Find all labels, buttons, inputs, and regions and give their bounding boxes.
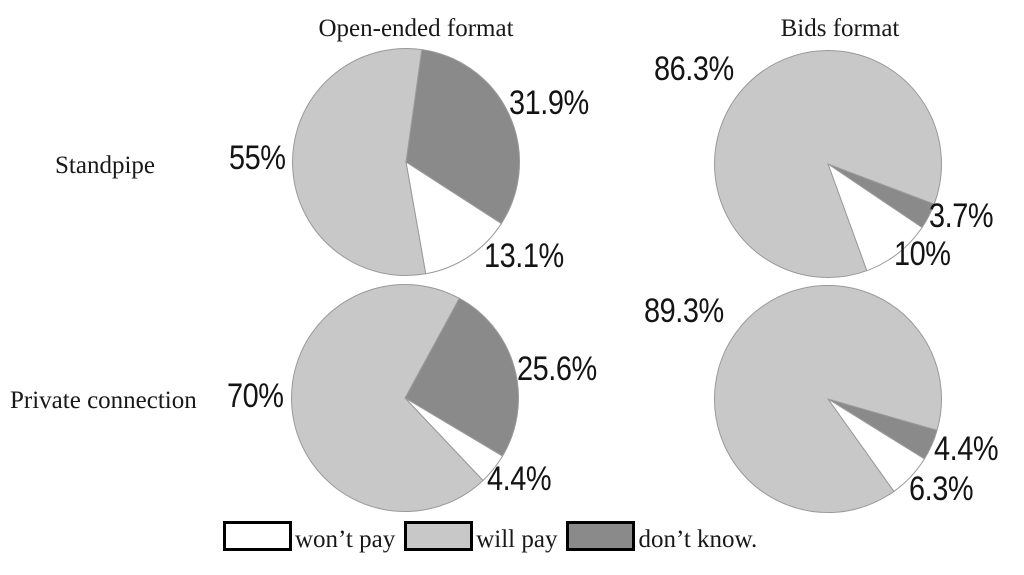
legend-swatch-dont-know — [566, 521, 636, 551]
legend-label-will-pay: will pay — [476, 526, 558, 554]
pie-slice — [291, 284, 484, 512]
pie-private-bids — [713, 284, 943, 514]
pie-slice — [827, 162, 923, 272]
slice-label-will-pay: 89.3% — [644, 292, 724, 330]
slice-label-wont-pay: 6.3% — [909, 470, 974, 508]
slice-label-dont-know: 3.7% — [929, 197, 994, 235]
slice-label-will-pay: 70% — [227, 377, 284, 415]
slice-label-dont-know: 31.9% — [509, 84, 589, 122]
row-label-private-connection: Private connection — [10, 387, 197, 414]
column-title-bids: Bids format — [780, 15, 900, 42]
pie-slice — [404, 297, 519, 457]
pie-private-open-ended — [290, 283, 520, 513]
pie-slice — [292, 48, 427, 276]
legend-label-dont-know: don’t know. — [638, 526, 758, 554]
pie-slice — [713, 285, 942, 514]
pie-slice — [405, 160, 503, 275]
row-label-standpipe: Standpipe — [55, 152, 155, 179]
legend-label-wont-pay: won’t pay — [295, 526, 396, 554]
slice-label-will-pay: 86.3% — [654, 50, 734, 88]
slice-label-will-pay: 55% — [229, 139, 286, 177]
slice-label-wont-pay: 10% — [894, 235, 951, 273]
slice-label-wont-pay: 4.4% — [487, 460, 552, 498]
legend: won’t pay will pay don’t know. — [223, 521, 766, 553]
pie-standpipe-bids — [713, 49, 943, 279]
pie-standpipe-open-ended — [291, 47, 521, 277]
legend-swatch-wont-pay — [223, 521, 292, 551]
pie-slice — [714, 50, 942, 278]
column-title-open-ended: Open-ended format — [318, 15, 514, 42]
slice-label-dont-know: 4.4% — [934, 430, 999, 468]
slice-label-wont-pay: 13.1% — [484, 237, 564, 275]
legend-swatch-will-pay — [404, 521, 474, 551]
slice-label-dont-know: 25.6% — [517, 350, 597, 388]
